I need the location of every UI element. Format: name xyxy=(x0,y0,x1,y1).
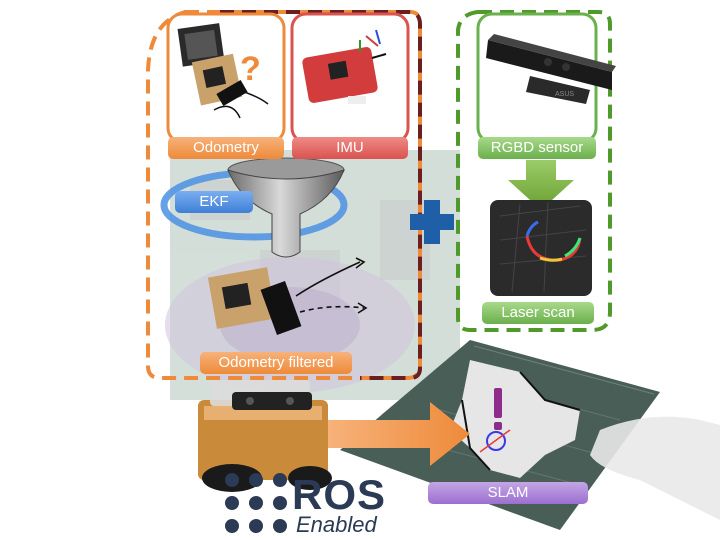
hand-image xyxy=(590,416,720,520)
odometry-label: Odometry xyxy=(168,137,284,159)
arrow-down-icon xyxy=(508,160,574,210)
fusion-group-box xyxy=(146,10,422,380)
ros-logo-dots xyxy=(225,473,287,533)
question-mark-icon: ? xyxy=(240,50,261,88)
laser-scan-panel xyxy=(490,200,592,296)
exclamation-icon xyxy=(494,388,502,430)
funnel-icon xyxy=(227,157,345,258)
odometry-sensor-image xyxy=(177,23,269,119)
robot-image xyxy=(198,380,332,492)
imu-label: IMU xyxy=(292,137,408,159)
sensors-group-box xyxy=(220,10,422,380)
sensor-brand-text: ASUS xyxy=(555,91,574,98)
imu-sensor-image xyxy=(302,29,387,104)
ekf-label: EKF xyxy=(175,191,253,213)
rgbd-sensor-label: RGBD sensor xyxy=(478,137,596,159)
laser-scan-label: Laser scan xyxy=(482,302,594,324)
slam-label: SLAM xyxy=(428,482,588,504)
rgbd-sensor-image: ASUS xyxy=(486,34,616,104)
odometry-filtered-image xyxy=(207,257,368,335)
rgbd-group-box xyxy=(456,10,612,332)
ros-logo-word: ROS xyxy=(292,471,387,518)
odometry-filtered-label: Odometry filtered xyxy=(200,352,352,374)
plus-icon xyxy=(410,200,454,244)
arrow-right-icon xyxy=(328,402,470,466)
ros-logo-subtitle: Enabled xyxy=(296,512,377,537)
